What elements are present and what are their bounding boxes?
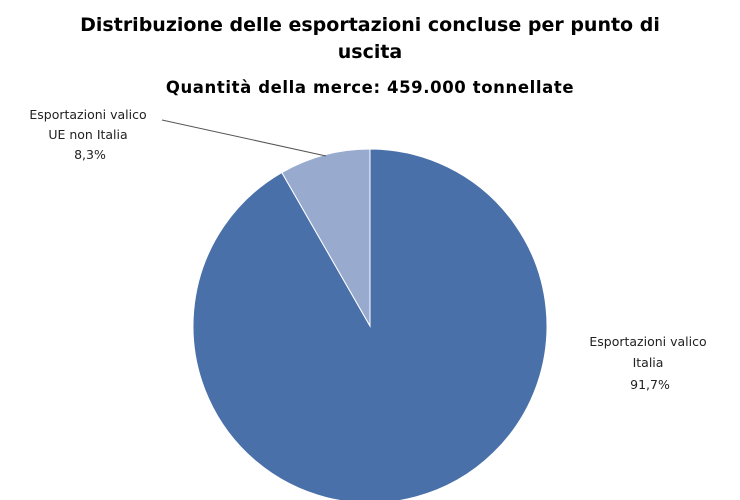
- slice-label-ue-non-italia: Esportazioni valico UE non Italia 8,3%: [29, 107, 150, 162]
- chart-title: Distribuzione delle esportazioni conclus…: [0, 12, 740, 66]
- pie-slice-ue-non-italia: [281, 148, 371, 328]
- chart-subtitle: Quantità della merce: 459.000 tonnellate: [165, 78, 575, 97]
- slice-label-ue-line-1: Esportazioni valico: [29, 107, 146, 122]
- pie-slices: [192, 148, 548, 500]
- slice-label-italia-line-2: Italia: [633, 355, 664, 370]
- leader-line-ue-non-italia: [161, 119, 327, 157]
- slice-value-italia: 91,7%: [630, 377, 670, 392]
- slice-value-ue: 8,3%: [74, 147, 106, 162]
- chart-title-line-2: uscita: [337, 41, 403, 63]
- slice-label-italia: Esportazioni valico Italia 91,7%: [589, 334, 710, 392]
- slice-label-ue-line-2: UE non Italia: [48, 127, 127, 142]
- slice-label-italia-line-1: Esportazioni valico: [589, 334, 706, 349]
- chart-title-line-1: Distribuzione delle esportazioni conclus…: [80, 14, 660, 36]
